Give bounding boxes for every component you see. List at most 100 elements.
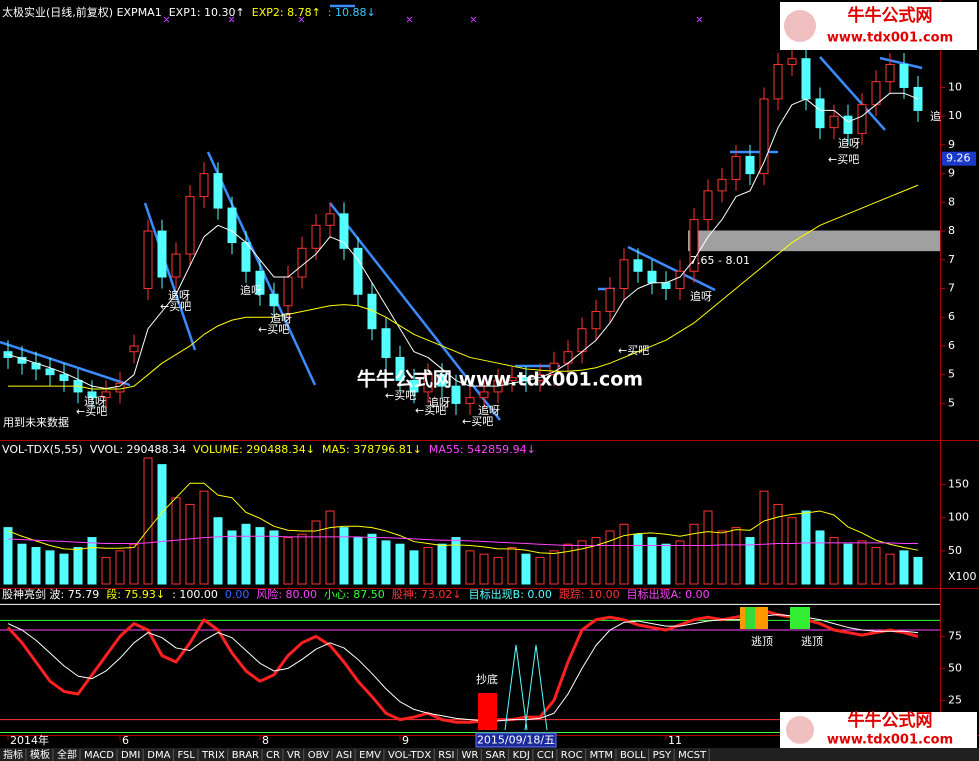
tab[interactable]: CR [266,750,280,761]
y-tick-label: 10 [948,80,962,93]
volume-bar [745,537,755,585]
candle-body [633,259,643,272]
candle-body [689,219,699,272]
tab[interactable]: 模板 [30,748,50,761]
target-signal [504,644,548,731]
marks-layer [0,47,940,733]
candle-body [157,230,167,278]
volume-bar [675,540,685,585]
candle-body [423,374,433,393]
tab[interactable]: TRIX [201,750,225,761]
volume-bar [59,553,69,585]
x-tick-label: 8 [262,734,269,747]
candle-body [283,276,293,307]
volume-bar [255,527,265,585]
volume-bar [815,530,825,585]
volume-bar [479,553,489,585]
tab[interactable]: FSL [177,750,195,761]
candle-body [185,196,195,255]
tab[interactable]: BOLL [620,750,646,761]
tab[interactable]: VR [287,750,301,761]
tab[interactable]: DMA [147,750,170,761]
tab[interactable]: EMV [359,750,381,761]
tab[interactable]: BRAR [232,750,259,761]
candle-body [661,282,671,290]
logo-url: www.tdx001.com [827,733,953,748]
volume-bar [913,556,923,585]
volume-bar [339,527,349,585]
volume-bar [353,537,363,585]
tab[interactable]: CCI [537,750,554,761]
candle-body [675,270,685,290]
tab[interactable]: KDJ [513,750,530,761]
last-price: 9.26 [946,152,971,165]
candle-body [255,270,265,295]
tab[interactable]: VOL-TDX [388,750,431,761]
chase-label: 追呀 [478,403,500,417]
y-tick-label: 6 [948,339,955,352]
candle-body [759,98,769,175]
legend-entry: 目标出现A: 0.00 [627,587,710,601]
candle-body [311,224,321,249]
tab[interactable]: MCST [678,750,707,761]
candle-body [227,207,237,244]
candle-body [717,178,727,192]
logo-name: 牛牛公式网 [848,710,933,731]
y-tick-label: 50 [948,544,962,557]
tab[interactable]: PSY [653,750,672,761]
y-tick-label: 100 [948,511,969,524]
volume-bar [703,510,713,585]
tab[interactable]: MTM [590,750,613,761]
tab[interactable]: SAR [485,750,505,761]
candle-body [129,345,139,353]
volume-bar [45,550,55,585]
volume-bar [129,543,139,585]
volume-bar [801,510,811,585]
logo-top: 牛牛公式网 www.tdx001.com [780,2,977,50]
x-tick-label: 6 [122,734,129,747]
line-series [7,535,918,547]
tab[interactable]: ASI [336,750,352,761]
legend-entry: 段: 75.93↓ [106,587,165,601]
candle-body [703,190,713,221]
volume-bar [213,517,223,585]
tab[interactable]: ROC [561,750,583,761]
chase-label: 追呀 [270,311,292,325]
buy-label: ←买吧 [385,389,416,402]
volume-bar [493,556,503,585]
y-tick-label: 9 [948,167,955,180]
candle-body [745,155,755,175]
candle-body [787,58,797,65]
candle-body [269,293,279,307]
price-zone [688,230,940,252]
volume-bar [451,537,461,585]
legend-entry: 风险: 80.00 [256,587,317,601]
legend-entry: VOL-TDX(5,55) [2,443,83,456]
volume-bar [577,540,587,585]
volume-bar [297,533,307,585]
tab[interactable]: MACD [84,750,114,761]
zone-layer [688,230,940,252]
tab[interactable]: 全部 [57,748,77,761]
cursor-date-box [475,732,557,748]
volume-bar [115,550,125,585]
candle-body [815,98,825,129]
candle-body [3,351,13,358]
volume-bar [549,550,559,585]
top-signal [790,607,810,629]
tab[interactable]: WR [461,750,478,761]
x-tick-label: 2014年 [10,733,49,747]
candle-body [731,155,741,180]
tab[interactable]: 指标 [3,748,23,761]
tab[interactable]: RSI [438,750,454,761]
tabs: 指标 模板 全部 MACD DMI DMA FSL TRIX BRAR CR VR OBV ASI EMV… [3,748,710,761]
volume-bar [563,543,573,585]
tab[interactable]: OBV [308,750,329,761]
volume-bar [871,547,881,585]
tab[interactable]: DMI [121,750,140,761]
candle-body [899,63,909,88]
buy-label: ←买吧 [618,344,649,357]
volume-bar [619,523,629,585]
volume-bar [465,550,475,585]
